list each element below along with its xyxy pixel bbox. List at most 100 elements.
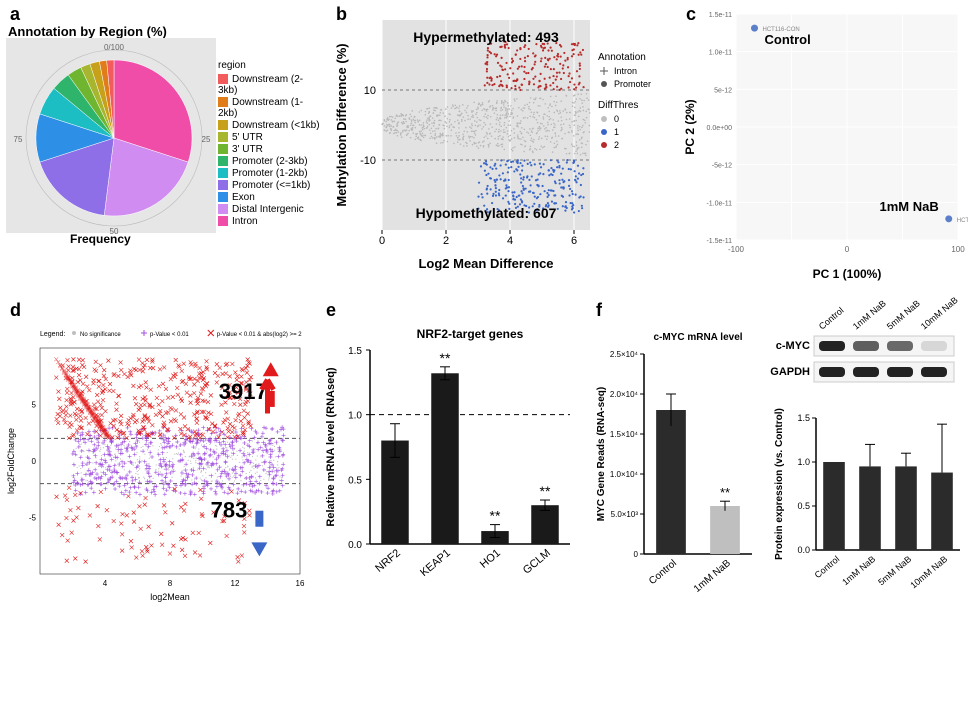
svg-text:-10: -10 — [360, 155, 376, 167]
svg-text:1mM NaB: 1mM NaB — [851, 298, 888, 331]
bar-e: NRF2-target genes 0.0 0.5 1.0 1.5 NRF2 ** KEAP1… — [320, 324, 580, 614]
svg-text:5mM NaB: 5mM NaB — [885, 298, 922, 331]
svg-text:Relative mRNA level (RNAseq): Relative mRNA level (RNAseq) — [325, 367, 337, 526]
svg-text:3917: 3917 — [219, 379, 268, 404]
svg-text:0.0: 0.0 — [797, 545, 810, 555]
svg-text:10mM NaB: 10mM NaB — [908, 554, 949, 591]
svg-text:Hypermethylated: 493: Hypermethylated: 493 — [413, 29, 559, 45]
svg-text:16: 16 — [296, 579, 305, 588]
svg-text:GCLM: GCLM — [521, 547, 553, 577]
svg-text:Intron: Intron — [614, 66, 637, 76]
panel-b-label: b — [336, 4, 347, 25]
svg-text:5.0×10³: 5.0×10³ — [611, 510, 639, 519]
svg-text:GAPDH: GAPDH — [770, 366, 810, 378]
svg-text:1: 1 — [614, 127, 619, 137]
svg-text:1.0: 1.0 — [348, 411, 362, 422]
svg-text:c-MYC mRNA level: c-MYC mRNA level — [653, 332, 742, 343]
svg-text:-1.5e-11: -1.5e-11 — [706, 238, 732, 245]
svg-text:-5: -5 — [29, 514, 37, 523]
svg-text:**: ** — [490, 508, 501, 524]
svg-text:5: 5 — [32, 401, 37, 410]
svg-text:1mM NaB: 1mM NaB — [692, 558, 733, 595]
svg-text:0: 0 — [32, 457, 37, 466]
svg-text:HCT116-NB: HCT116-NB — [957, 218, 968, 224]
svg-text:100: 100 — [951, 245, 965, 254]
svg-text:log2FoldChange: log2FoldChange — [6, 428, 16, 494]
svg-text:Log2 Mean Difference: Log2 Mean Difference — [418, 256, 553, 271]
svg-text:0: 0 — [379, 235, 385, 247]
svg-text:5e-12: 5e-12 — [714, 87, 732, 94]
svg-text:Protein expression (vs. Contro: Protein expression (vs. Control) — [774, 408, 785, 560]
svg-text:Control: Control — [765, 32, 811, 47]
svg-text:Control: Control — [813, 554, 842, 580]
svg-text:1.0×10⁴: 1.0×10⁴ — [610, 470, 639, 479]
svg-text:75: 75 — [14, 135, 23, 144]
svg-text:25: 25 — [202, 135, 211, 144]
svg-text:0.0: 0.0 — [348, 540, 362, 551]
svg-text:PC 1 (100%): PC 1 (100%) — [813, 267, 882, 281]
scatter-b: 0246-1010Log2 Mean DifferenceMethylation… — [330, 0, 670, 270]
figure: a Annotation by Region (%) 0/100255075 F… — [0, 0, 968, 708]
svg-text:1.5×10⁴: 1.5×10⁴ — [610, 430, 639, 439]
panel-f: f c-MYC mRNA level 0 5.0×10³ 1.0×10⁴ 1.5×10⁴… — [590, 300, 968, 708]
svg-text:Promoter: Promoter — [614, 79, 651, 89]
panel-f-label: f — [596, 300, 602, 321]
pca-plot: ControlHCT116-CON 1mM NaB HCT116-NB 1.5e-11… — [680, 0, 968, 280]
legend-title: region — [218, 60, 320, 71]
svg-text:HO1: HO1 — [478, 547, 503, 571]
svg-text:-100: -100 — [728, 245, 745, 254]
svg-text:783: 783 — [211, 498, 248, 523]
svg-text:No significance: No significance — [80, 332, 121, 338]
svg-text:0.5: 0.5 — [797, 501, 810, 511]
panel-a-xlabel: Frequency — [70, 232, 131, 246]
svg-text:DiffThres: DiffThres — [598, 100, 638, 111]
svg-text:0.5: 0.5 — [348, 475, 362, 486]
svg-text:4: 4 — [103, 579, 108, 588]
svg-text:2.0×10⁴: 2.0×10⁴ — [610, 390, 639, 399]
panel-c: c ControlHCT116-CON 1mM NaB HCT116-NB 1.5e-… — [680, 0, 968, 280]
svg-text:0: 0 — [845, 245, 850, 254]
panel-c-label: c — [686, 4, 696, 25]
svg-text:10mM NaB: 10mM NaB — [919, 295, 960, 332]
svg-text:0.0e+00: 0.0e+00 — [707, 125, 733, 132]
panel-a-label: a — [10, 4, 20, 25]
svg-text:0/100: 0/100 — [104, 43, 125, 52]
svg-text:c-MYC: c-MYC — [776, 340, 810, 352]
svg-text:MYC Gene Reads (RNA-seq): MYC Gene Reads (RNA-seq) — [596, 387, 607, 521]
panel-a-title: Annotation by Region (%) — [8, 24, 167, 39]
pie-chart: 0/100255075 — [6, 38, 216, 233]
svg-text:Control: Control — [647, 558, 679, 587]
svg-text:Control: Control — [817, 305, 846, 331]
svg-text:1mM NaB: 1mM NaB — [840, 554, 877, 587]
svg-text:-1.0e-11: -1.0e-11 — [706, 200, 732, 207]
svg-text:1.5: 1.5 — [797, 413, 810, 423]
svg-text:1.0e-11: 1.0e-11 — [709, 50, 732, 57]
svg-text:8: 8 — [168, 579, 173, 588]
svg-text:6: 6 — [571, 235, 577, 247]
svg-text:**: ** — [720, 485, 730, 500]
svg-text:1.5e-11: 1.5e-11 — [709, 12, 732, 19]
svg-text:p-Value < 0.01 & abs(log2) >=: p-Value < 0.01 & abs(log2) >= 2 — [217, 332, 302, 338]
svg-text:NRF2: NRF2 — [373, 547, 403, 575]
svg-text:p-Value < 0.01: p-Value < 0.01 — [150, 332, 189, 338]
svg-text:2: 2 — [614, 140, 619, 150]
svg-text:**: ** — [440, 350, 451, 366]
svg-text:NRF2-target genes: NRF2-target genes — [417, 327, 524, 341]
svg-text:Annotation: Annotation — [598, 52, 646, 63]
panel-b: b 0246-1010Log2 Mean DifferenceMethylati… — [330, 0, 670, 270]
panel-d-label: d — [10, 300, 21, 321]
svg-text:4: 4 — [507, 235, 513, 247]
svg-text:-5e-12: -5e-12 — [712, 163, 732, 170]
panel-e-label: e — [326, 300, 336, 321]
svg-text:HCT116-CON: HCT116-CON — [763, 27, 800, 33]
svg-text:PC 2 (2%): PC 2 (2%) — [683, 99, 697, 154]
svg-text:0: 0 — [634, 550, 639, 559]
panel-d: d Legend: No significance p-Value < 0.01 p-… — [0, 300, 310, 700]
svg-text:Methylation Difference (%): Methylation Difference (%) — [334, 43, 349, 206]
svg-text:Legend:: Legend: — [40, 331, 65, 338]
svg-text:KEAP1: KEAP1 — [418, 547, 453, 579]
panel-a-legend: region Downstream (2-3kb)Downstream (1-2… — [218, 60, 320, 228]
svg-text:1mM NaB: 1mM NaB — [880, 199, 939, 214]
svg-text:1.5: 1.5 — [348, 346, 362, 357]
svg-text:Hypomethylated: 607: Hypomethylated: 607 — [416, 205, 557, 221]
